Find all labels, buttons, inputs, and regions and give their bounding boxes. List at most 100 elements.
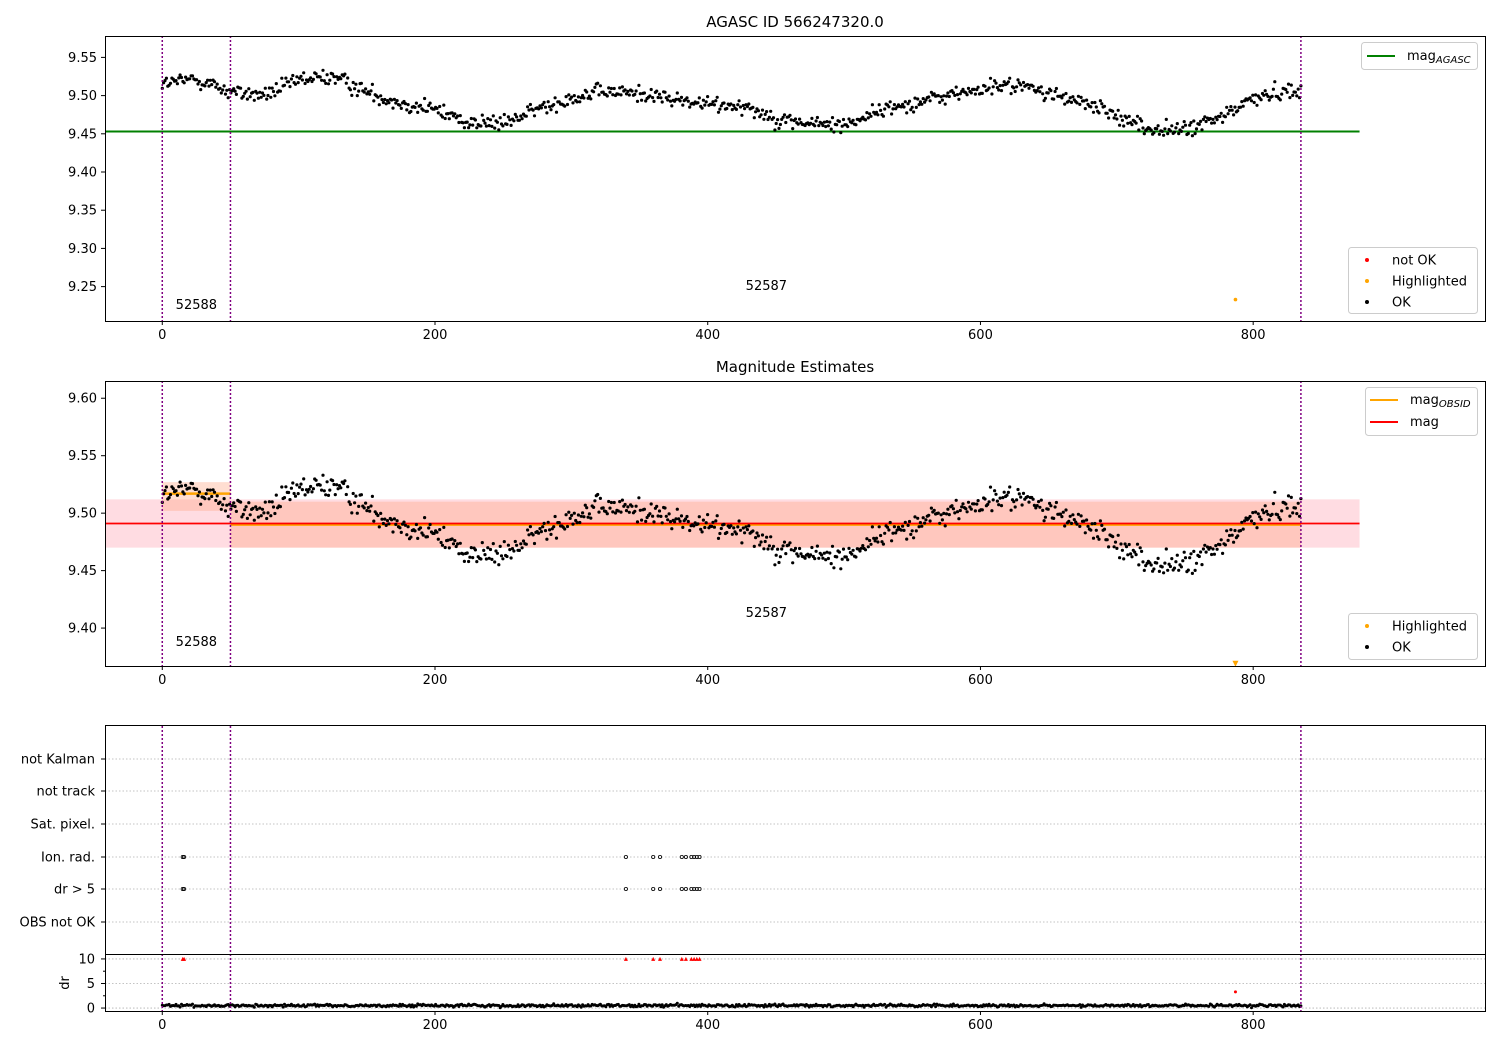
ok-point	[1249, 519, 1254, 523]
ok-point	[1102, 104, 1107, 108]
ok-point	[288, 498, 292, 502]
ok-point	[273, 94, 277, 98]
ok-point	[880, 540, 884, 544]
ok-point	[887, 528, 891, 532]
ok-point	[1094, 105, 1098, 109]
ok-point	[832, 566, 836, 570]
ok-point	[524, 114, 528, 118]
ok-point	[1013, 505, 1017, 509]
ok-point	[571, 522, 575, 526]
flag-point	[683, 855, 688, 860]
dr-point	[1207, 1004, 1211, 1008]
ok-point	[370, 494, 374, 498]
ok-point	[364, 501, 368, 505]
ok-point	[376, 513, 380, 518]
ok-point	[554, 110, 559, 114]
ok-point	[251, 506, 255, 510]
ok-point	[1278, 518, 1282, 522]
ok-point	[991, 498, 995, 502]
ok-point	[888, 520, 892, 525]
ok-point	[863, 118, 868, 122]
ok-point	[244, 505, 248, 509]
plot-frame	[105, 36, 1486, 322]
ok-point	[335, 483, 339, 487]
ok-point	[225, 88, 229, 92]
ok-point	[218, 500, 222, 504]
ok-point	[608, 506, 612, 510]
ok-point	[233, 504, 237, 509]
ok-point	[488, 547, 493, 552]
ok-point	[719, 104, 723, 108]
ok-point	[563, 104, 567, 108]
ok-point	[1248, 514, 1252, 519]
ok-point	[354, 82, 358, 86]
x-tick-label: 400	[695, 328, 720, 343]
ok-point	[380, 517, 384, 521]
ok-point	[1116, 533, 1120, 537]
ok-point	[874, 536, 879, 540]
ok-point	[1107, 116, 1111, 120]
ok-point	[820, 553, 824, 557]
ok-point	[1009, 508, 1013, 512]
ok-point	[810, 545, 814, 550]
ok-point	[1093, 100, 1097, 105]
x-tick-label: 400	[695, 673, 720, 688]
ok-point	[883, 107, 887, 111]
ok-point	[1271, 87, 1275, 91]
ok-point	[725, 530, 729, 535]
ok-point	[592, 505, 596, 509]
y-tick-label: 9.55	[68, 51, 97, 66]
ok-point	[188, 486, 192, 490]
ok-point	[1017, 492, 1021, 496]
ok-point	[296, 81, 300, 85]
ok-point	[549, 532, 553, 537]
ok-point	[1122, 557, 1126, 561]
ok-point	[462, 559, 466, 564]
ok-point	[913, 96, 917, 100]
ok-point	[221, 88, 225, 92]
ok-point	[398, 103, 402, 107]
legend-marker	[1365, 624, 1369, 628]
ok-point	[1241, 527, 1245, 531]
ok-point	[1156, 124, 1160, 128]
ok-point	[278, 505, 282, 509]
ok-point	[1061, 510, 1065, 514]
ok-point	[260, 507, 265, 511]
ok-point	[1288, 96, 1292, 100]
flag-row-label: not Kalman	[21, 753, 95, 768]
ok-point	[321, 68, 325, 72]
ok-point	[295, 483, 299, 487]
dr-point	[660, 1003, 664, 1007]
ok-point	[1008, 76, 1012, 80]
ok-point	[927, 513, 931, 517]
ok-point	[339, 77, 343, 81]
ok-point	[1076, 94, 1080, 98]
ok-point	[903, 520, 907, 525]
ok-point	[1179, 565, 1183, 569]
ok-point	[380, 98, 384, 102]
ok-point	[851, 118, 855, 122]
ok-point	[486, 117, 490, 121]
ok-point	[1069, 100, 1074, 104]
ok-point	[475, 560, 479, 564]
ok-point	[1177, 568, 1181, 572]
ok-point	[163, 489, 167, 493]
ok-point	[195, 78, 199, 82]
ok-point	[359, 81, 363, 85]
ok-point	[461, 552, 465, 556]
ok-point	[314, 478, 318, 482]
ok-point	[825, 120, 829, 124]
ok-point	[318, 483, 322, 487]
ok-point	[679, 95, 684, 99]
ok-point	[1252, 522, 1256, 526]
ok-point	[607, 499, 611, 504]
ok-point	[365, 509, 369, 513]
ok-point	[624, 92, 629, 96]
ok-point	[1238, 529, 1243, 533]
ok-point	[304, 488, 309, 492]
ok-point	[572, 94, 576, 98]
ok-point	[1240, 100, 1244, 104]
flag-point	[658, 855, 663, 860]
ok-point	[736, 103, 740, 107]
ok-point	[244, 89, 248, 93]
